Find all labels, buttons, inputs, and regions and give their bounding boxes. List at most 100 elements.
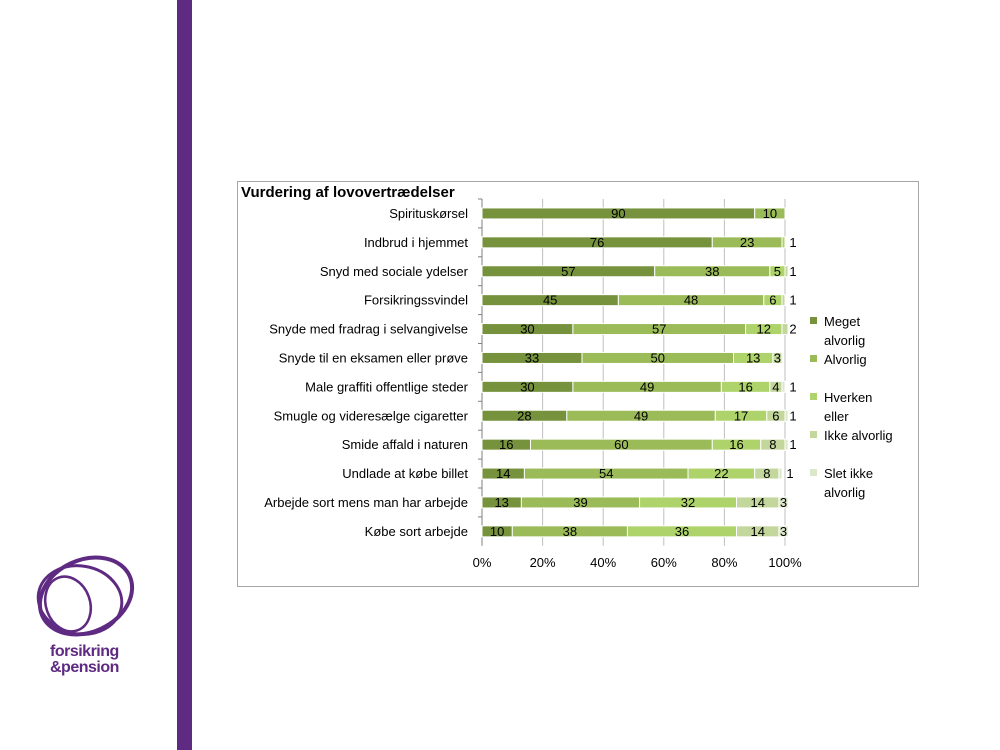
data-label: 1 [789,264,796,279]
bar-segment [754,207,786,220]
data-label: 1 [789,408,796,423]
data-label: 38 [563,524,577,539]
data-label: 1 [789,437,796,452]
data-label: 38 [705,264,719,279]
legend-label: Alvorlig [824,352,867,367]
data-label: 10 [763,206,777,221]
data-label: 12 [757,322,771,337]
data-label: 14 [750,524,764,539]
bar-segment [784,265,789,278]
x-tick-label: 60% [651,555,677,570]
data-label: 1 [789,379,796,394]
data-label: 32 [681,495,695,510]
category-label: Smugle og videresælge cigaretter [274,408,469,423]
logo-text: forsikring &pension [50,644,119,676]
data-label: 13 [746,350,760,365]
legend-item: Alvorlig [810,350,894,369]
category-label: Spirituskørsel [389,206,468,221]
logo-text-line2: &pension [50,659,119,676]
bar-segment [781,236,786,249]
data-label: 90 [611,206,625,221]
data-label: 57 [561,264,575,279]
data-label: 3 [780,524,787,539]
chart-title: Vurdering af lovovertrædelser [241,184,455,201]
category-label: Indbrud i hjemmet [364,235,468,250]
legend-swatch [810,317,817,324]
data-label: 16 [499,437,513,452]
legend-swatch [810,355,817,362]
legend-item: Slet ikke alvorlig [810,464,894,502]
data-label: 16 [729,437,743,452]
category-label: Arbejde sort mens man har arbejde [264,495,468,510]
category-label: Undlade at købe billet [342,466,468,481]
chart-frame: Vurdering af lovovertrædelser 0% 20% 40% 60… [237,181,919,587]
data-label: 8 [763,466,770,481]
legend-swatch [810,469,817,476]
data-label: 14 [750,495,764,510]
data-label: 6 [772,408,779,423]
side-accent-bar [177,0,192,750]
bar-segment [781,323,789,336]
bar-segment [784,438,789,451]
legend-label: Ikke alvorlig [824,428,893,443]
x-tick-label: 0% [473,555,492,570]
data-label: 23 [740,235,754,250]
x-tick-label: 40% [590,555,616,570]
data-label: 3 [774,350,781,365]
data-label: 76 [590,235,604,250]
legend-label: Meget alvorlig [824,314,866,348]
legend-item: Meget alvorlig [810,312,894,350]
data-label: 33 [525,350,539,365]
category-label: Snyde til en eksamen eller prøve [279,350,468,365]
bar-segment [781,294,786,307]
forsikring-pension-logo: forsikring &pension [28,552,140,680]
data-label: 4 [772,379,779,394]
data-label: 22 [714,466,728,481]
x-tick-label: 20% [530,555,556,570]
data-label: 1 [789,293,796,308]
data-label: 49 [634,408,648,423]
legend-item: Hverken eller [810,388,894,426]
category-label: Snyd med sociale ydelser [320,264,469,279]
bar-segment [784,409,789,422]
data-label: 3 [780,495,787,510]
logo-text-line1: forsikring [50,643,119,660]
category-label: Købe sort arbejde [365,524,468,539]
data-label: 36 [675,524,689,539]
bar-segment [778,525,789,538]
bar-segment [778,496,789,509]
data-label: 2 [789,322,796,337]
legend-item: Ikke alvorlig [810,426,894,445]
logo-mark-icon [36,555,135,637]
data-label: 50 [651,350,665,365]
bar-segment [781,380,786,393]
data-label: 13 [494,495,508,510]
data-label: 48 [684,293,698,308]
legend-label: Hverken eller [824,390,873,424]
category-label: Snyde med fradrag i selvangivelse [269,322,468,337]
bar-segment [778,467,783,480]
data-label: 30 [520,379,534,394]
data-label: 10 [490,524,504,539]
data-label: 49 [640,379,654,394]
category-label: Male graffiti offentlige steder [305,379,469,394]
data-label: 6 [769,293,776,308]
data-label: 39 [573,495,587,510]
bar-segment [772,351,783,364]
data-label: 28 [517,408,531,423]
data-label: 45 [543,293,557,308]
data-label: 1 [786,466,793,481]
data-label: 8 [769,437,776,452]
data-label: 60 [614,437,628,452]
data-label: 17 [734,408,748,423]
data-label: 14 [496,466,510,481]
data-label: 1 [789,235,796,250]
legend-swatch [810,431,817,438]
data-label: 5 [774,264,781,279]
x-tick-label: 100% [768,555,802,570]
stacked-bar-chart: 0% 20% 40% 60% 80% 100% Spirituskørsel 90 10 Indb… [264,198,802,570]
legend-label: Slet ikke alvorlig [824,466,874,500]
category-label: Forsikringssvindel [364,293,468,308]
legend-swatch [810,393,817,400]
data-label: 30 [520,322,534,337]
